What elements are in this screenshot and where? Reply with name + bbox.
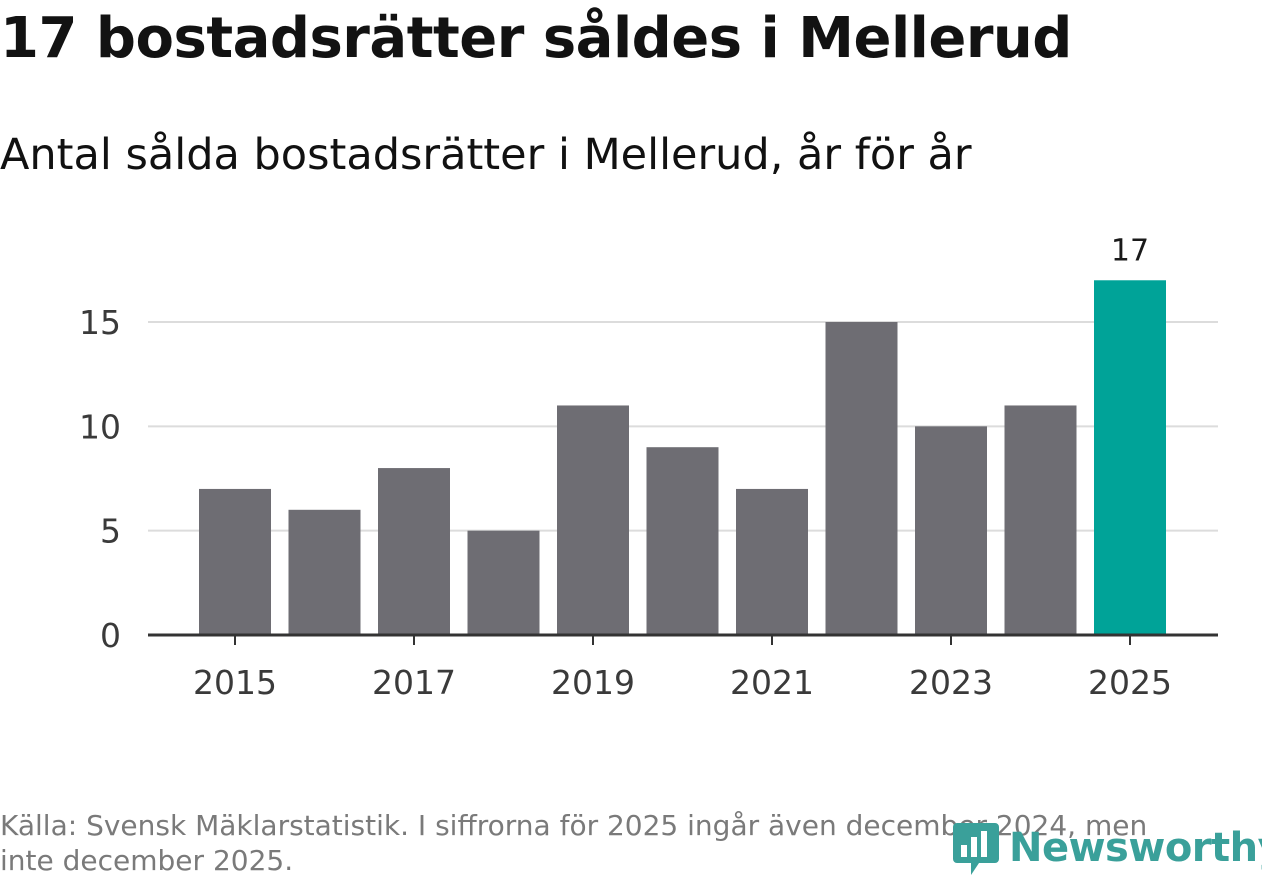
bar-2019	[557, 405, 629, 635]
bar-value-label: 17	[1111, 233, 1149, 268]
bar-2025	[1094, 280, 1166, 635]
bar-2018	[467, 530, 540, 635]
x-tick-label: 2019	[551, 663, 635, 702]
bar-2015	[199, 488, 271, 635]
bar-2023	[915, 426, 987, 635]
logo-text: Newsworthy	[1009, 825, 1262, 871]
x-tick-label: 2025	[1088, 663, 1172, 702]
newsworthy-logo: Newsworthy	[951, 820, 1262, 876]
chart-subtitle: Antal sålda bostadsrätter i Mellerud, år…	[0, 130, 972, 180]
x-tick-label: 2015	[193, 663, 277, 702]
bar-2021	[736, 488, 808, 635]
x-tick-label: 2023	[909, 663, 993, 702]
chart-title: 17 bostadsrätter såldes i Mellerud	[0, 6, 1072, 71]
newsworthy-logo-icon	[953, 823, 999, 875]
bar-2024	[1004, 405, 1077, 635]
bar-2022	[825, 322, 898, 635]
x-tick-label: 2017	[372, 663, 456, 702]
bar-2016	[288, 509, 361, 635]
y-tick-label: 10	[79, 407, 121, 446]
y-tick-label: 5	[100, 512, 121, 551]
x-tick-label: 2021	[730, 663, 814, 702]
y-tick-label: 15	[79, 303, 121, 342]
bar-2017	[378, 468, 450, 635]
bar-2020	[646, 447, 719, 635]
bar-chart: 0 5 10 15 17 2015 2017 2019 2021 2023 2025	[79, 233, 1218, 702]
y-tick-label: 0	[100, 616, 121, 655]
